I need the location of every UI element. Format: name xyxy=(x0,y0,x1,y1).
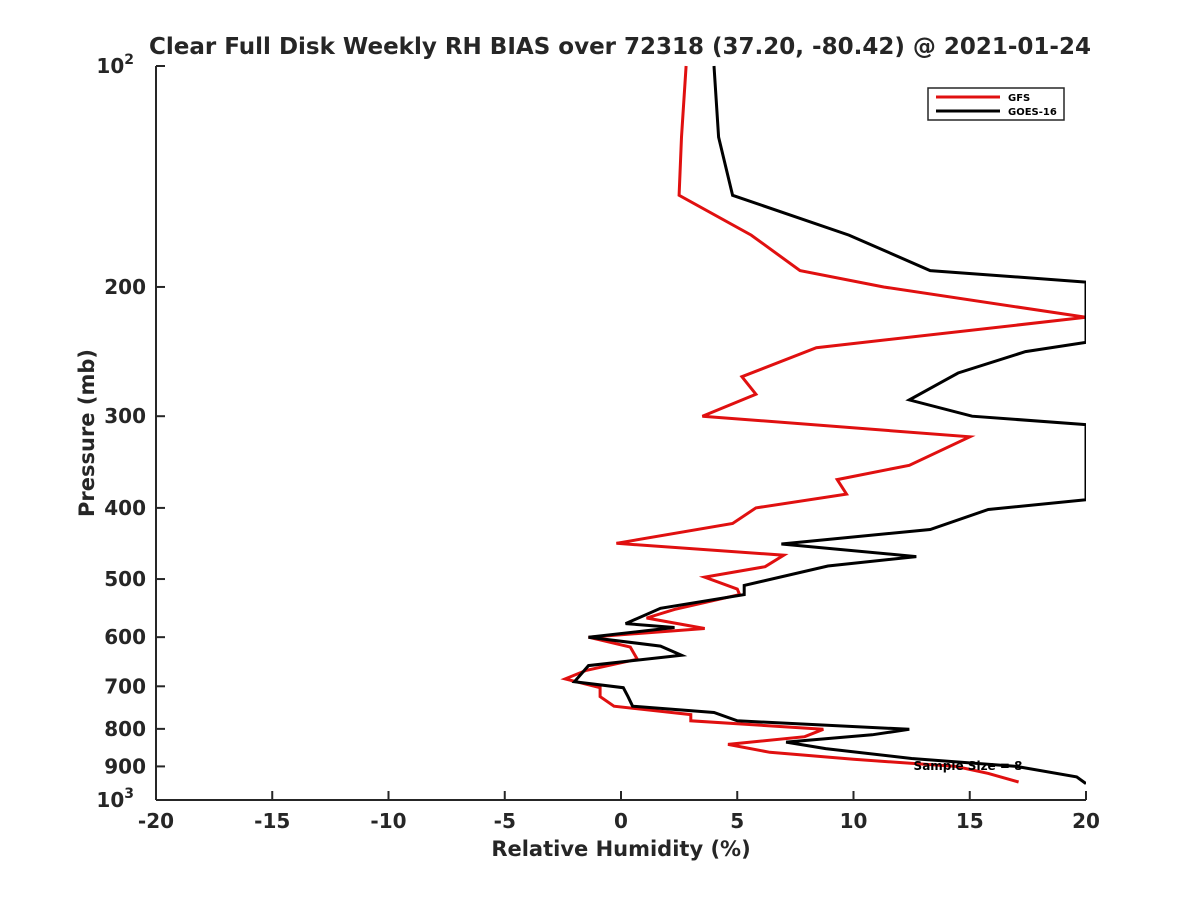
x-tick-label: 5 xyxy=(730,809,744,833)
series-layer xyxy=(560,65,1086,785)
legend-label: GOES-16 xyxy=(1008,107,1057,118)
chart-title: Clear Full Disk Weekly RH BIAS over 7231… xyxy=(149,34,1091,60)
y-tick-label: 700 xyxy=(104,674,146,698)
series-line-goes-16 xyxy=(571,65,1086,785)
x-tick-label: -15 xyxy=(254,809,290,833)
x-tick-label: 20 xyxy=(1072,809,1100,833)
x-tick-label: 0 xyxy=(614,809,628,833)
y-tick-label: 103 xyxy=(96,786,134,812)
plot-frame xyxy=(155,66,1086,801)
y-tick-label: 102 xyxy=(96,52,134,78)
series-line-gfs xyxy=(560,65,1086,784)
x-tick-label: -5 xyxy=(494,809,516,833)
y-tick-label: 800 xyxy=(104,717,146,741)
y-tick-label: 200 xyxy=(104,275,146,299)
y-tick-label: 900 xyxy=(104,754,146,778)
y-tick-label: 600 xyxy=(104,625,146,649)
legend-box xyxy=(927,87,1065,121)
x-axis-label: Relative Humidity (%) xyxy=(491,837,750,861)
x-tick-label: 15 xyxy=(956,809,984,833)
sample-size-annotation: Sample Size = 8 xyxy=(914,759,1023,773)
y-tick-label: 400 xyxy=(104,496,146,520)
x-tick-label: 10 xyxy=(840,809,868,833)
x-tick-label: -10 xyxy=(370,809,406,833)
legend: GFS GOES-16 xyxy=(927,87,1065,121)
y-tick-label: 300 xyxy=(104,404,146,428)
y-tick-label: 500 xyxy=(104,567,146,591)
legend-label: GFS xyxy=(1008,93,1030,104)
x-axis-ticks: -20 -15 -10 -5 0 5 10 15 20 xyxy=(138,791,1100,833)
y-axis-ticks: 102 200 300 400 500 600 700 800 900 103 xyxy=(96,52,165,812)
x-tick-label: -20 xyxy=(138,809,174,833)
y-axis-label: Pressure (mb) xyxy=(75,349,99,517)
